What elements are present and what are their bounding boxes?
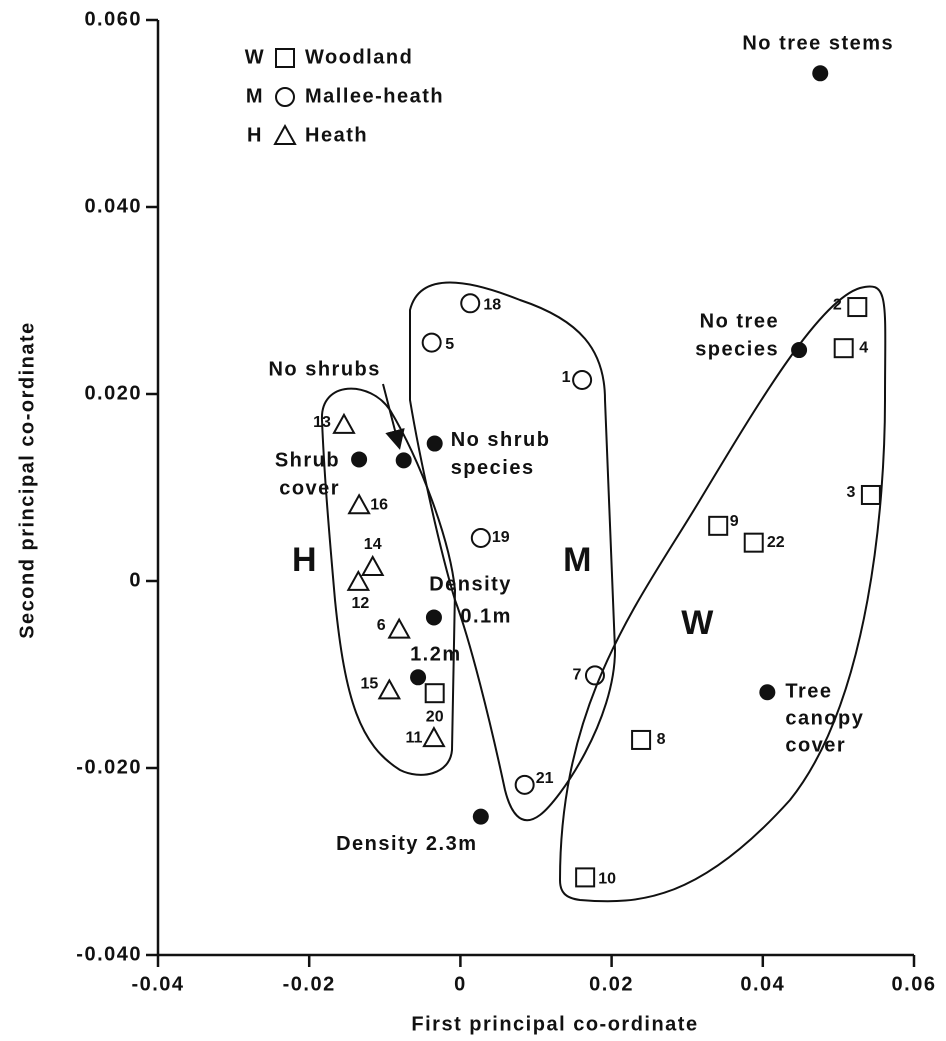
y-tick-label: 0.060 bbox=[84, 8, 142, 30]
point-label: 21 bbox=[536, 770, 554, 787]
x-tick-label: 0.04 bbox=[740, 973, 785, 995]
x-tick-label: -0.04 bbox=[131, 973, 184, 995]
variable-point bbox=[426, 435, 443, 452]
circle-marker bbox=[514, 774, 535, 795]
variable-label: cover bbox=[279, 478, 340, 500]
variable-point bbox=[351, 451, 368, 468]
variable-point bbox=[791, 342, 808, 359]
square-marker bbox=[860, 484, 881, 505]
triangle-marker bbox=[347, 493, 371, 515]
variable-label: Tree bbox=[785, 681, 832, 703]
point-label: 20 bbox=[426, 708, 444, 725]
arrow bbox=[382, 383, 405, 450]
variable-label: Shrub bbox=[275, 450, 340, 472]
y-tick-label: 0 bbox=[129, 569, 142, 591]
point-label: 5 bbox=[445, 336, 454, 353]
variable-point bbox=[425, 609, 442, 626]
point-label: 7 bbox=[573, 667, 582, 684]
triangle-marker bbox=[377, 678, 402, 700]
square-marker bbox=[631, 729, 652, 750]
variable-label: No shrub bbox=[451, 429, 551, 451]
point-label: 8 bbox=[657, 731, 666, 748]
square-marker bbox=[833, 338, 854, 359]
point-label: 16 bbox=[370, 496, 388, 513]
triangle-marker bbox=[387, 617, 411, 639]
point-label: 12 bbox=[351, 595, 369, 612]
y-tick-label: 0.020 bbox=[84, 382, 142, 404]
square-marker bbox=[847, 297, 868, 318]
legend-symbol-letter: H bbox=[247, 124, 263, 146]
variable-label: No tree stems bbox=[742, 33, 894, 55]
variable-label: Density 2.3m bbox=[336, 833, 477, 855]
circle-marker bbox=[584, 665, 605, 686]
variable-point bbox=[395, 452, 412, 469]
y-axis-title: Second principal co-ordinate bbox=[16, 321, 38, 639]
point-label: 18 bbox=[483, 297, 501, 314]
square-marker bbox=[743, 532, 764, 553]
triangle-marker bbox=[332, 412, 356, 434]
y-tick-label: -0.020 bbox=[76, 756, 142, 778]
point-label: 10 bbox=[598, 871, 616, 888]
variable-point bbox=[812, 65, 829, 82]
variable-label: canopy bbox=[785, 708, 864, 730]
legend-marker bbox=[273, 123, 297, 145]
square-marker bbox=[424, 683, 445, 704]
x-axis-title: First principal co-ordinate bbox=[411, 1013, 698, 1035]
mallee-outline bbox=[409, 281, 617, 822]
variable-label: No tree bbox=[700, 310, 779, 332]
variable-label: 1.2m bbox=[410, 644, 462, 666]
variable-label: Density bbox=[429, 574, 512, 596]
point-label: 4 bbox=[859, 339, 868, 356]
point-label: 19 bbox=[492, 529, 510, 546]
circle-marker bbox=[572, 369, 593, 390]
x-tick-label: 0.06 bbox=[892, 973, 937, 995]
variable-label: 0.1m bbox=[460, 606, 512, 628]
variable-label: cover bbox=[785, 735, 846, 757]
y-tick-label: -0.040 bbox=[76, 943, 142, 965]
point-label: 2 bbox=[833, 296, 842, 313]
legend-label: Heath bbox=[305, 124, 368, 146]
point-label: 3 bbox=[846, 484, 855, 501]
heath-outline bbox=[320, 387, 457, 776]
circle-marker bbox=[470, 527, 491, 548]
legend-label: Mallee-heath bbox=[305, 85, 444, 107]
variable-label: No shrubs bbox=[268, 359, 380, 381]
legend-label: Woodland bbox=[305, 46, 413, 68]
square-marker bbox=[708, 515, 729, 536]
point-label: 15 bbox=[360, 676, 378, 693]
point-label: 9 bbox=[730, 513, 739, 530]
legend-symbol-letter: W bbox=[245, 46, 265, 68]
square-marker bbox=[575, 867, 596, 888]
point-label: 22 bbox=[767, 534, 785, 551]
y-tick-label: 0.040 bbox=[84, 195, 142, 217]
variable-point bbox=[410, 669, 427, 686]
x-tick-label: 0 bbox=[454, 973, 467, 995]
variable-point bbox=[759, 684, 776, 701]
group-label: H bbox=[292, 541, 318, 579]
legend-marker bbox=[275, 87, 295, 107]
legend-symbol-letter: M bbox=[246, 85, 264, 107]
group-label: W bbox=[681, 604, 715, 642]
triangle-marker bbox=[361, 554, 385, 576]
point-label: 1 bbox=[562, 369, 571, 386]
x-tick-label: -0.02 bbox=[283, 973, 336, 995]
variable-label: species bbox=[695, 338, 779, 360]
variable-label: species bbox=[451, 457, 535, 479]
circle-marker bbox=[421, 332, 442, 353]
point-label: 11 bbox=[405, 729, 422, 746]
point-label: 6 bbox=[377, 617, 386, 634]
circle-marker bbox=[460, 293, 481, 314]
point-label: 14 bbox=[364, 536, 382, 553]
triangle-marker bbox=[346, 569, 371, 591]
x-tick-label: 0.02 bbox=[589, 973, 634, 995]
point-label: 13 bbox=[313, 414, 331, 431]
legend-marker bbox=[275, 48, 295, 68]
woodland-outline bbox=[558, 285, 887, 903]
variable-point bbox=[472, 808, 489, 825]
triangle-marker bbox=[422, 726, 446, 748]
group-label: M bbox=[563, 541, 593, 579]
